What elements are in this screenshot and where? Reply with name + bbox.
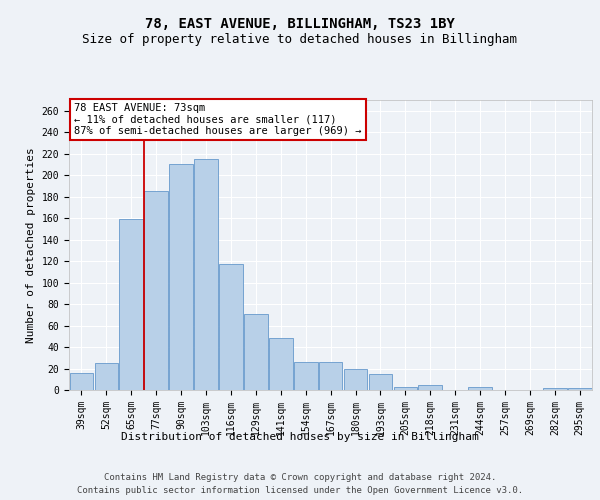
Text: Contains HM Land Registry data © Crown copyright and database right 2024.: Contains HM Land Registry data © Crown c… bbox=[104, 472, 496, 482]
Bar bbox=[568, 388, 592, 390]
Bar bbox=[145, 192, 168, 390]
Bar bbox=[394, 387, 417, 390]
Y-axis label: Number of detached properties: Number of detached properties bbox=[26, 147, 36, 343]
Bar bbox=[194, 159, 218, 390]
Bar bbox=[543, 388, 566, 390]
Bar bbox=[368, 374, 392, 390]
Bar bbox=[344, 368, 367, 390]
Text: Size of property relative to detached houses in Billingham: Size of property relative to detached ho… bbox=[83, 32, 517, 46]
Bar bbox=[219, 264, 243, 390]
Bar bbox=[468, 387, 492, 390]
Bar bbox=[70, 373, 93, 390]
Bar bbox=[169, 164, 193, 390]
Text: 78, EAST AVENUE, BILLINGHAM, TS23 1BY: 78, EAST AVENUE, BILLINGHAM, TS23 1BY bbox=[145, 18, 455, 32]
Bar bbox=[269, 338, 293, 390]
Text: Contains public sector information licensed under the Open Government Licence v3: Contains public sector information licen… bbox=[77, 486, 523, 495]
Bar bbox=[119, 219, 143, 390]
Bar bbox=[294, 362, 317, 390]
Bar bbox=[418, 384, 442, 390]
Bar bbox=[95, 363, 118, 390]
Text: 78 EAST AVENUE: 73sqm
← 11% of detached houses are smaller (117)
87% of semi-det: 78 EAST AVENUE: 73sqm ← 11% of detached … bbox=[74, 103, 362, 136]
Text: Distribution of detached houses by size in Billingham: Distribution of detached houses by size … bbox=[121, 432, 479, 442]
Bar bbox=[244, 314, 268, 390]
Bar bbox=[319, 362, 343, 390]
